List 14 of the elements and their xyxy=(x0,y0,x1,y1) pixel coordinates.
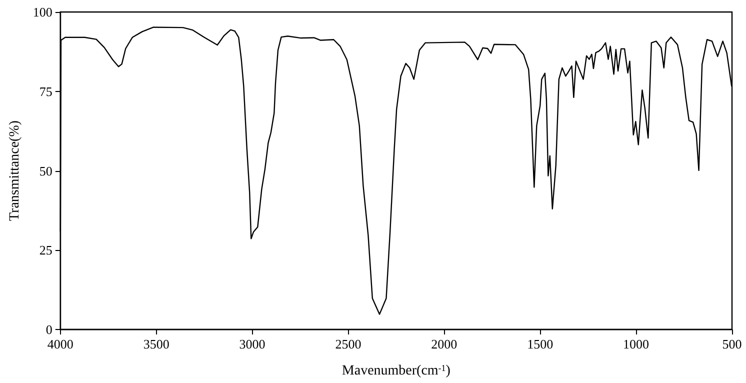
y-tick-label: 50 xyxy=(39,163,52,178)
x-tick-label: 2500 xyxy=(335,336,362,352)
x-tick-label: 500 xyxy=(722,336,742,352)
x-tick-label: 4000 xyxy=(47,336,74,352)
x-tick-label: 2000 xyxy=(431,336,458,352)
y-tick-label: 0 xyxy=(46,322,52,337)
y-tick-label: 75 xyxy=(39,84,52,99)
x-tick-label: 3000 xyxy=(239,336,266,352)
y-tick-label: 25 xyxy=(39,242,52,258)
x-tick-label: 1500 xyxy=(527,336,554,352)
x-tick-label: 3500 xyxy=(143,336,170,352)
x-tick-label: 1000 xyxy=(623,336,650,352)
y-tick-label: 100 xyxy=(32,4,52,20)
y-axis-title: Transmittance(%) xyxy=(8,120,22,222)
